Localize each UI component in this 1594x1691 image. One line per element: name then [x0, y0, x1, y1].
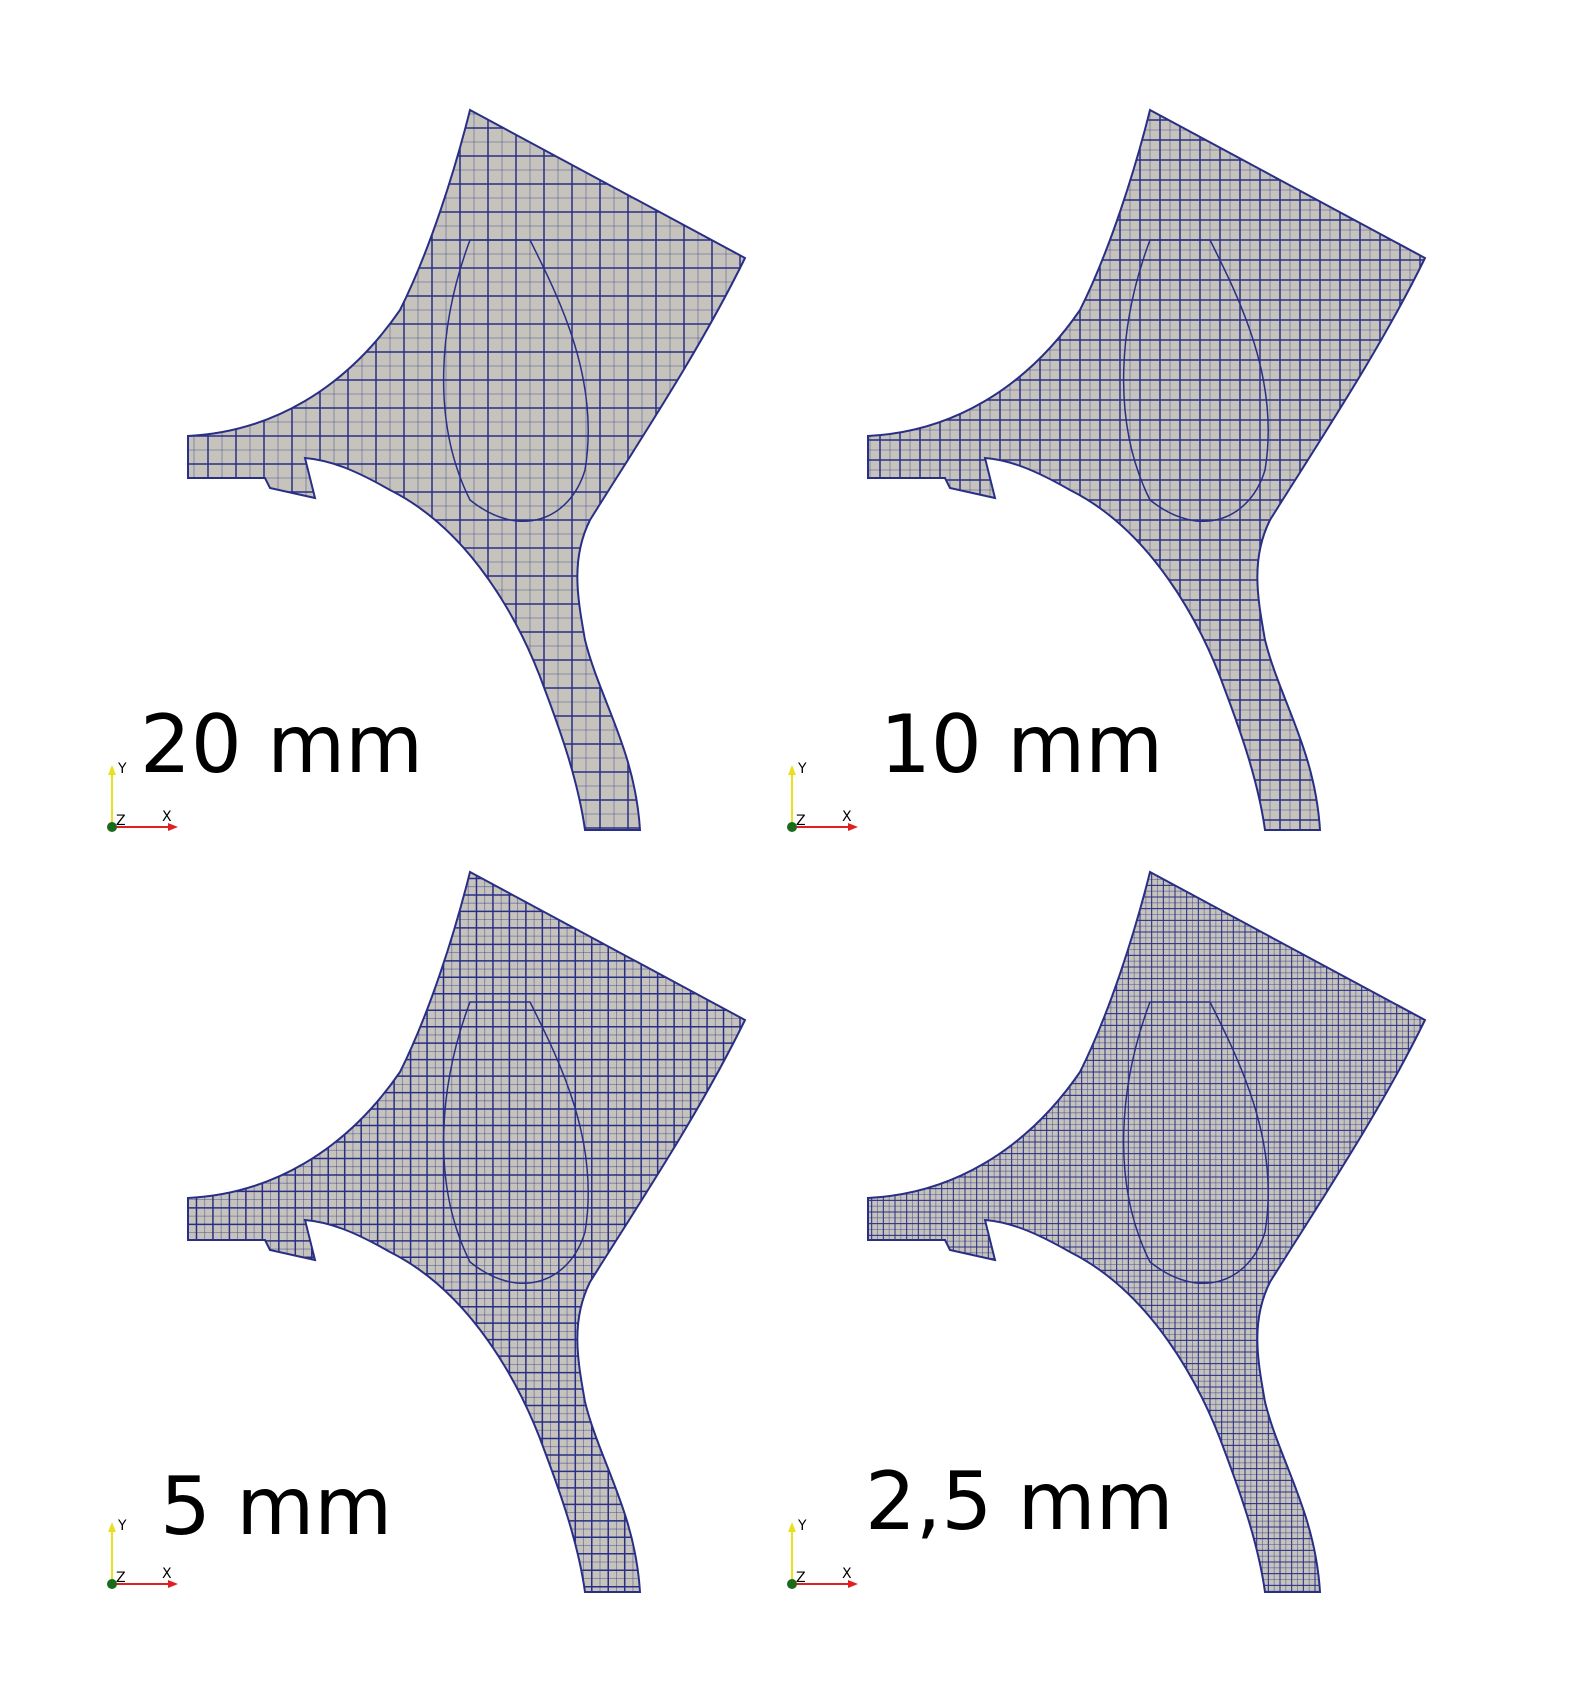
x-axis-label: X [842, 1566, 852, 1582]
mesh-outline [867, 108, 1427, 831]
z-axis-label: Z [116, 1570, 126, 1586]
mesh-outline [187, 108, 747, 831]
panel-label: 2,5 mm [865, 1455, 1174, 1548]
y-axis-label: Y [797, 761, 807, 777]
mesh-panel-5mm: 5 mm Y Z X [0, 762, 797, 1607]
mesh-region [188, 872, 745, 1592]
z-axis-label: Z [116, 813, 126, 829]
axes-triad: Y Z X [787, 1518, 858, 1589]
mesh-contour [442, 239, 589, 523]
mesh-shape [867, 870, 1427, 1593]
y-axis-arrow [788, 1522, 796, 1532]
x-axis-label: X [162, 809, 172, 825]
axes-triad: Y Z X [107, 761, 178, 832]
mesh-shape [187, 870, 747, 1593]
origin-dot [107, 1579, 117, 1589]
x-axis-label: X [842, 809, 852, 825]
mesh-shape [187, 108, 747, 831]
x-axis-label: X [162, 1566, 172, 1582]
origin-dot [787, 1579, 797, 1589]
y-axis-arrow [788, 765, 796, 775]
mesh-shape [867, 108, 1427, 831]
mesh-outline [187, 870, 747, 1593]
z-axis-label: Z [796, 813, 806, 829]
mesh-contour [1122, 1001, 1269, 1285]
origin-dot [787, 822, 797, 832]
y-axis-label: Y [117, 761, 127, 777]
axes-triad: Y Z X [787, 761, 858, 832]
z-axis-label: Z [796, 1570, 806, 1586]
mesh-panel-2-5mm: 2,5 mm Y Z X [680, 762, 1477, 1607]
axes-triad: Y Z X [107, 1518, 178, 1589]
mesh-panel-10mm: 10 mm Y Z X [680, 0, 1477, 845]
x-axis-arrow [168, 823, 178, 831]
x-axis-arrow [848, 823, 858, 831]
x-axis-arrow [848, 1580, 858, 1588]
mesh-panel-20mm: 20 mm Y Z X [0, 0, 797, 845]
mesh-contour [1122, 239, 1269, 523]
x-axis-arrow [168, 1580, 178, 1588]
mesh-region [188, 110, 745, 830]
mesh-outline [867, 870, 1427, 1593]
y-axis-arrow [108, 1522, 116, 1532]
y-axis-label: Y [117, 1518, 127, 1534]
panel-label: 5 mm [160, 1460, 393, 1553]
panel-label: 10 mm [880, 698, 1164, 791]
origin-dot [107, 822, 117, 832]
y-axis-label: Y [797, 1518, 807, 1534]
panel-label: 20 mm [140, 698, 424, 791]
y-axis-arrow [108, 765, 116, 775]
mesh-contour [442, 1001, 589, 1285]
